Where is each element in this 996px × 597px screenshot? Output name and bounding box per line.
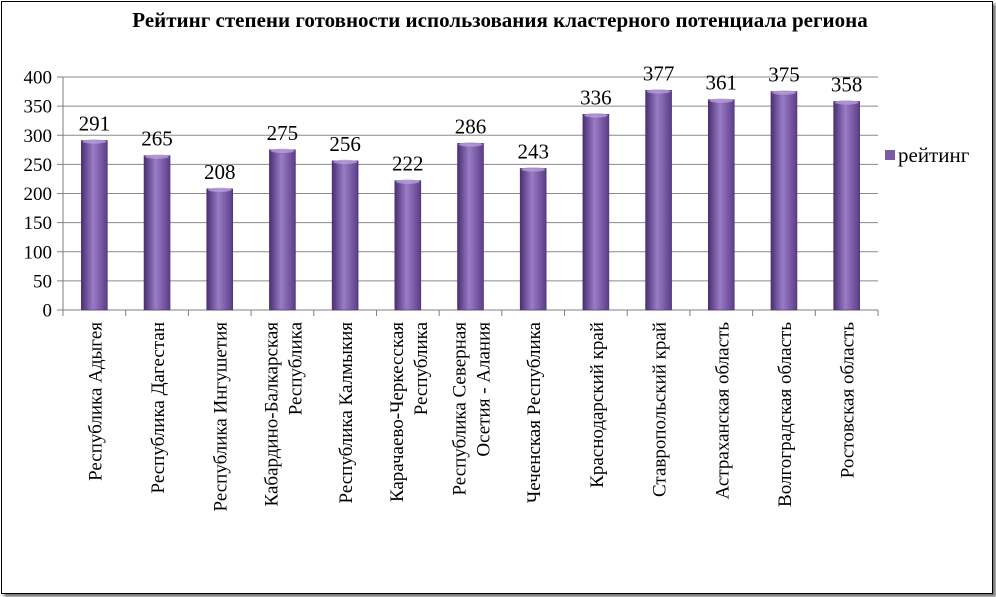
data-label: 286 — [455, 114, 487, 138]
bar — [457, 143, 484, 311]
bar — [770, 91, 798, 311]
bar — [394, 180, 422, 311]
bar-top-highlight — [709, 98, 734, 103]
bars — [81, 89, 860, 311]
bar — [331, 160, 359, 311]
data-label: 361 — [706, 71, 738, 95]
data-label: 291 — [79, 111, 111, 135]
data-label: 256 — [329, 132, 361, 156]
bar — [143, 155, 171, 311]
bar — [206, 188, 234, 311]
x-tick-label-line: Республика Дагестан — [148, 322, 169, 493]
x-tick-label-line: Осетия - Алания — [474, 322, 495, 457]
data-label: 358 — [831, 72, 863, 96]
x-tick-label-line: Республика Калмыкия — [336, 322, 357, 504]
bar-top-highlight — [270, 148, 295, 154]
x-tick-label-line: Ростовская область — [838, 322, 859, 479]
data-label: 275 — [267, 121, 299, 145]
y-tick-label: 0 — [43, 301, 53, 322]
y-tick-label: 100 — [24, 242, 53, 263]
bar — [833, 101, 860, 311]
bar-top-highlight — [333, 159, 358, 165]
x-tick-label: Республика Адыгея — [85, 322, 106, 481]
x-tick-label-line: Ставропольский край — [650, 322, 671, 497]
x-tick-label-line: Республика — [411, 321, 432, 415]
x-tick-label: Республика Дагестан — [148, 322, 169, 493]
data-label: 222 — [392, 152, 424, 176]
bar-top-highlight — [207, 187, 232, 193]
data-label: 375 — [768, 63, 800, 87]
x-tick-label-line: Республика Ингушетия — [211, 322, 232, 512]
bar-top-highlight — [458, 142, 483, 147]
bar-top-highlight — [583, 113, 608, 118]
data-label: 208 — [204, 160, 236, 184]
y-tick-label: 350 — [24, 97, 53, 118]
bar — [645, 90, 672, 311]
x-tick-label: Кабардино-Балкарская Республика — [261, 321, 306, 506]
chart-title: Рейтинг степени готовности использования… — [132, 8, 868, 32]
bar-top-highlight — [145, 154, 170, 159]
bar-top-highlight — [646, 89, 671, 94]
bar — [582, 113, 610, 311]
data-label: 377 — [643, 61, 675, 85]
x-tick-label: Ставропольский край — [650, 322, 671, 497]
x-tick-label: Республика Ингушетия — [211, 322, 232, 512]
data-label: 265 — [141, 127, 173, 151]
x-tick-label: Астраханская область — [712, 322, 733, 500]
y-tick-label: 50 — [33, 271, 52, 292]
y-tick-label: 400 — [24, 68, 53, 89]
bar-top-highlight — [395, 179, 420, 184]
bar — [519, 168, 547, 311]
y-tick-label: 200 — [24, 184, 53, 205]
bar — [81, 140, 108, 311]
y-tick-label: 150 — [24, 213, 53, 234]
legend: рейтинг — [885, 143, 970, 167]
bar — [707, 99, 735, 311]
bar — [269, 149, 296, 311]
x-tick-labels: Республика Адыгея Республика Дагестан Респ… — [85, 321, 858, 511]
bar-top-highlight — [521, 167, 546, 172]
x-tick-label: Карачаево-Черкесская Республика — [387, 321, 432, 502]
x-tick-label: Чеченская Республика — [524, 321, 545, 503]
bar-top-highlight — [834, 100, 859, 105]
x-tick-label-line: Астраханская область — [712, 322, 733, 500]
y-tick-label: 250 — [24, 155, 53, 176]
y-tick-label: 300 — [24, 126, 53, 147]
y-tick-labels: 0 50 100 150 200 250 300 350 400 — [24, 68, 53, 322]
x-tick-label-line: Республика Северная — [450, 322, 471, 496]
legend-label: рейтинг — [898, 143, 970, 167]
bar-top-highlight — [771, 90, 796, 95]
data-labels: 291 265 208 275 256 222 286 243 336 377 361 375 358 — [79, 61, 863, 183]
x-tick-label-line: Кабардино-Балкарская — [261, 322, 282, 507]
x-tick-label-line: Чеченская Республика — [524, 321, 545, 503]
legend-swatch — [885, 150, 895, 160]
data-label: 336 — [580, 85, 612, 109]
x-tick-label: Республика Калмыкия — [336, 322, 357, 504]
x-tick-label-line: Республика Адыгея — [85, 322, 106, 481]
bar-top-highlight — [82, 139, 107, 144]
x-tick-label: Волгоградская область — [775, 322, 796, 507]
x-tick-label: Ростовская область — [838, 322, 859, 479]
x-tick-label-line: Республика — [285, 321, 306, 415]
data-label: 243 — [517, 139, 549, 163]
x-tick-label-line: Карачаево-Черкесская — [387, 322, 408, 502]
x-tick-label-line: Краснодарский край — [587, 322, 608, 488]
x-tick-label: Краснодарский край — [587, 322, 608, 488]
x-tick-label-line: Волгоградская область — [775, 322, 796, 507]
x-tick-label: Республика Северная Осетия - Алания — [450, 322, 495, 496]
